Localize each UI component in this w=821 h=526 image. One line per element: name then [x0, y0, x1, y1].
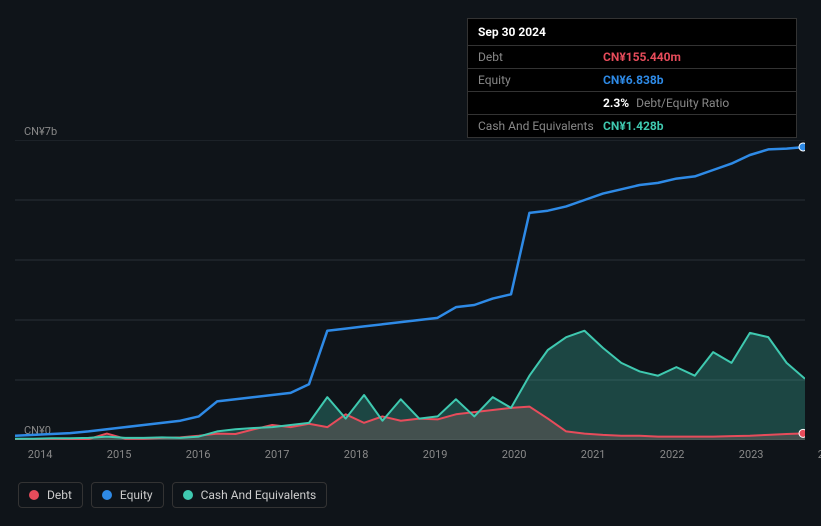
- chart-area: [15, 140, 805, 440]
- tooltip-title: Sep 30 2024: [468, 19, 796, 45]
- legend-swatch: [102, 490, 112, 500]
- legend-label: Equity: [120, 488, 153, 502]
- legend-label: Debt: [47, 488, 72, 502]
- x-tick: 2019: [423, 448, 448, 461]
- legend-swatch: [29, 490, 39, 500]
- x-tick: 2020: [502, 448, 527, 461]
- tooltip-row-value: CN¥1.428b: [603, 119, 664, 133]
- tooltip-row-label: Equity: [478, 73, 603, 87]
- x-tick: 2016: [186, 448, 211, 461]
- chart-tooltip: Sep 30 2024 DebtCN¥155.440mEquityCN¥6.83…: [467, 18, 797, 138]
- tooltip-row: DebtCN¥155.440m: [468, 45, 796, 68]
- tooltip-row-label: [478, 96, 603, 110]
- tooltip-row-value: CN¥155.440m: [603, 50, 681, 64]
- x-tick: 2017: [265, 448, 290, 461]
- x-tick: 2015: [107, 448, 132, 461]
- legend-label: Cash And Equivalents: [201, 488, 317, 502]
- legend-swatch: [183, 490, 193, 500]
- x-tick: 2023: [739, 448, 764, 461]
- legend-item[interactable]: Debt: [18, 482, 83, 508]
- x-tick: 2018: [344, 448, 369, 461]
- tooltip-row: 2.3% Debt/Equity Ratio: [468, 91, 796, 114]
- legend-item[interactable]: Cash And Equivalents: [172, 482, 328, 508]
- tooltip-row-label: Cash And Equivalents: [478, 119, 603, 133]
- tooltip-row: EquityCN¥6.838b: [468, 68, 796, 91]
- x-tick: 2021: [581, 448, 606, 461]
- chart-svg: [15, 140, 805, 440]
- tooltip-row-value: CN¥6.838b: [603, 73, 664, 87]
- tooltip-row: Cash And EquivalentsCN¥1.428b: [468, 114, 796, 137]
- x-tick: 2014: [28, 448, 53, 461]
- tooltip-row-extra: Debt/Equity Ratio: [633, 96, 729, 110]
- chart-legend: Debt Equity Cash And Equivalents: [18, 482, 327, 508]
- yaxis-label-top: CN¥7b: [24, 125, 57, 138]
- x-tick: 2022: [660, 448, 685, 461]
- tooltip-row-label: Debt: [478, 50, 603, 64]
- legend-item[interactable]: Equity: [91, 482, 164, 508]
- tooltip-row-value: 2.3% Debt/Equity Ratio: [603, 96, 729, 110]
